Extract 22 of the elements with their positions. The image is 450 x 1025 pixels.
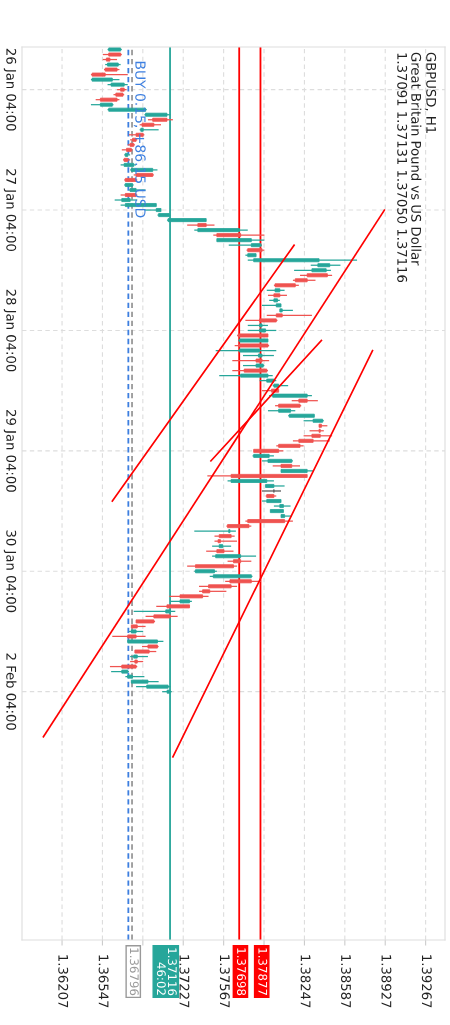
x-tick-label: 1.36207 xyxy=(58,955,69,1008)
y-tick-label: 2 Feb 04:00 xyxy=(6,653,17,730)
x-tick-label: 1.38247 xyxy=(300,955,311,1008)
text: GBPUSD, H1 xyxy=(424,52,437,133)
y-tick-label: 30 Jan 04:00 xyxy=(3,530,17,613)
y-tick-label: 29 Jan 04:00 xyxy=(3,410,17,492)
ref-line-label: 1.37877 xyxy=(258,948,268,995)
x-tick-label: 1.39267 xyxy=(421,955,432,1008)
annotation: 1.37091 1.37131 1.37050 1.37116 xyxy=(397,53,408,282)
x-tick-label: 1.37567 xyxy=(219,955,230,1008)
y-tick-label: 26 Jan 04:00 xyxy=(3,48,17,131)
y-tick-label: 28 Jan 04:00 xyxy=(3,289,17,372)
y-tick-label: 27 Jan 04:00 xyxy=(3,169,17,251)
text: Great Britain Pound vs US Dollar xyxy=(411,52,422,266)
x-tick-label: 1.38927 xyxy=(381,955,392,1008)
ref-line-label: 1.37698 xyxy=(237,948,246,996)
x-tick-label: 1.37227 xyxy=(179,955,190,1008)
ref-line-label: 1.36796 xyxy=(129,948,139,996)
x-tick-label: 1.38587 xyxy=(341,955,351,1008)
annotation: BUY 0.15, +86.15 USD xyxy=(133,61,146,218)
x-tick-label: 1.36547 xyxy=(98,955,109,1008)
ref-line-label: 1.37116 46:02 xyxy=(156,948,177,996)
